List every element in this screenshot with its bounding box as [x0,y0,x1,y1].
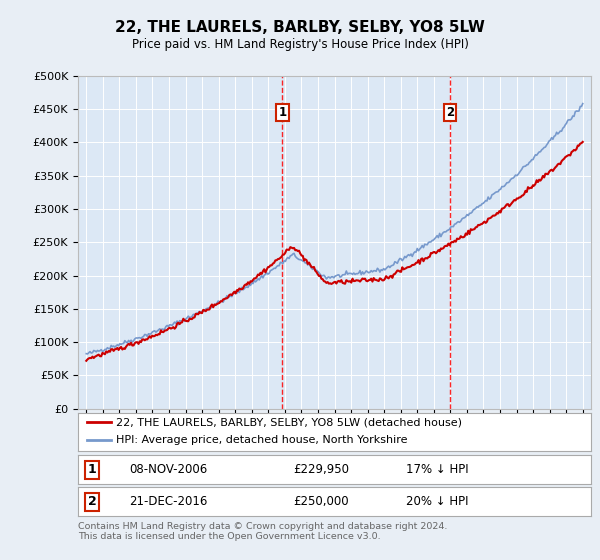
Text: 1: 1 [278,106,286,119]
Text: 2: 2 [88,495,97,508]
Text: £229,950: £229,950 [293,463,349,477]
Text: HPI: Average price, detached house, North Yorkshire: HPI: Average price, detached house, Nort… [116,435,408,445]
Text: £250,000: £250,000 [293,495,349,508]
Text: 2: 2 [446,106,454,119]
Text: 21-DEC-2016: 21-DEC-2016 [130,495,208,508]
Text: 1: 1 [88,463,97,477]
Text: 22, THE LAURELS, BARLBY, SELBY, YO8 5LW: 22, THE LAURELS, BARLBY, SELBY, YO8 5LW [115,20,485,35]
Text: 08-NOV-2006: 08-NOV-2006 [130,463,208,477]
Text: Contains HM Land Registry data © Crown copyright and database right 2024.
This d: Contains HM Land Registry data © Crown c… [78,522,448,542]
Text: Price paid vs. HM Land Registry's House Price Index (HPI): Price paid vs. HM Land Registry's House … [131,38,469,50]
Text: 20% ↓ HPI: 20% ↓ HPI [406,495,469,508]
Text: 22, THE LAURELS, BARLBY, SELBY, YO8 5LW (detached house): 22, THE LAURELS, BARLBY, SELBY, YO8 5LW … [116,417,463,427]
Text: 17% ↓ HPI: 17% ↓ HPI [406,463,469,477]
